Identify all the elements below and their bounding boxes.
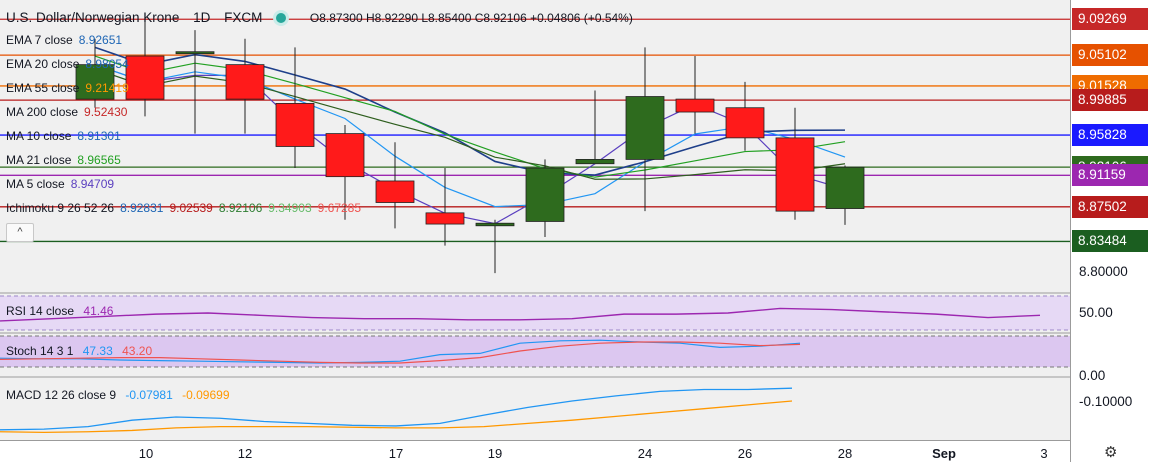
time-tick: 24 [637,446,653,461]
time-tick: 12 [237,446,253,461]
indicator-label: EMA 7 close [6,33,73,47]
time-axis[interactable]: 10 12 17 19 24 26 28 Sep 3 [0,440,1070,462]
price-tick: 8.80000 [1079,264,1128,279]
indicator-row[interactable]: MA 200 close 9.52430 [6,105,127,119]
price-tag: 9.05102 [1072,44,1148,67]
indicator-label: EMA 20 close [6,57,80,71]
stoch-d-line [0,341,801,364]
indicator-value: 8.92831 [120,201,164,215]
candle-body [325,133,365,178]
chart-plot-area[interactable]: U.S. Dollar/Norwegian Krone 1D FXCM O8.8… [0,0,1070,440]
indicator-row[interactable]: EMA 20 close 8.98054 [6,57,129,71]
stoch-axis-tick: 0.00 [1079,368,1106,383]
time-tick: 26 [737,446,753,461]
macd-label: MACD 12 26 close 9 [6,388,117,402]
candle-body [825,166,865,209]
ichimoku-lagging-line [94,68,846,180]
indicator-label: MA 21 close [6,153,72,167]
indicator-label: MA 200 close [6,105,79,119]
macd-signal-value: -0.09699 [182,388,230,402]
candle-body [625,96,665,160]
time-tick: 17 [388,446,404,461]
price-tag: 8.99885 [1072,89,1148,112]
stoch-label: Stoch 14 3 1 [6,344,74,358]
interval-label[interactable]: 1D [193,10,211,25]
symbol-title[interactable]: U.S. Dollar/Norwegian Krone [6,10,180,25]
indicator-value: 9.67285 [317,201,362,215]
ohlc-readout: O8.87300 H8.92290 L8.85400 C8.92106 +0.0… [309,11,633,25]
price-tag: 9.09269 [1072,8,1148,31]
macd-axis-tick: -0.10000 [1079,394,1133,409]
candle-body [425,212,465,225]
price-tag: 8.95828 [1072,124,1148,147]
stoch-band [0,336,1070,367]
indicator-value: 9.34903 [268,201,312,215]
rsi-value: 41.46 [83,304,114,318]
candle-body [725,107,765,139]
gear-icon[interactable]: ⚙ [1104,444,1118,461]
indicator-value: 8.92106 [218,201,263,215]
indicator-value: 9.52430 [84,105,128,119]
rsi-axis-tick: 50.00 [1079,305,1113,320]
time-tick: 28 [837,446,853,461]
indicator-row[interactable]: MA 5 close 8.94709 [6,177,114,191]
candle-body [475,222,515,227]
indicator-value: 9.02539 [169,201,213,215]
source-label: FXCM [224,10,263,25]
ma5-line [94,64,846,225]
chart-canvas[interactable] [0,0,1070,440]
macd-legend: MACD 12 26 close 9 -0.07981 -0.09699 [6,388,230,402]
candle-body [575,159,615,165]
price-axis[interactable]: 9.092699.051029.015288.998858.958288.921… [1070,0,1149,462]
indicator-value: 8.94709 [70,177,115,191]
candle-body [775,137,815,212]
stoch-k-line [0,339,801,364]
indicator-value: 8.96565 [77,153,121,167]
candle-body [525,167,565,222]
stoch-d-value: 43.20 [122,344,153,358]
indicator-label: EMA 55 close [6,81,80,95]
time-tick: 3 [1040,446,1048,461]
indicator-row[interactable]: Ichimoku 9 26 52 26 8.92831 9.02539 8.92106… [6,201,361,215]
price-tag: 8.91159 [1072,164,1148,187]
indicator-row[interactable]: EMA 7 close 8.92651 [6,33,122,47]
rsi-legend: RSI 14 close 41.46 [6,304,113,318]
rsi-label: RSI 14 close [6,304,75,318]
candle-body [225,64,265,100]
market-status-icon [276,13,287,23]
candle-body [375,180,415,203]
macd-signal-line [0,400,793,434]
indicator-label: MA 10 close [6,129,72,143]
macd-line [0,387,793,431]
indicator-row[interactable]: MA 10 close 8.91301 [6,129,121,143]
symbol-header: U.S. Dollar/Norwegian Krone 1D FXCM O8.8… [6,10,633,25]
ma10-line [94,64,846,208]
macd-value: -0.07981 [125,388,173,402]
time-tick: 10 [138,446,154,461]
candle-body [275,103,315,147]
candle-body [75,64,115,100]
candle-body [125,55,165,100]
indicator-row[interactable]: EMA 55 close 9.21419 [6,81,129,95]
time-tick: 19 [487,446,503,461]
rsi-line [0,307,1041,322]
candle-body [175,51,215,55]
indicator-value: 9.21419 [85,81,129,95]
ma21-line [94,55,846,178]
stoch-k-value: 47.33 [82,344,113,358]
indicator-label: Ichimoku 9 26 52 26 [6,201,115,215]
stoch-legend: Stoch 14 3 1 47.33 43.20 [6,344,152,358]
indicator-row[interactable]: MA 21 close 8.96565 [6,153,121,167]
indicator-value: 8.91301 [77,129,121,143]
indicator-label: MA 5 close [6,177,65,191]
collapse-legend-button[interactable]: ^ [6,223,34,242]
indicator-value: 8.98054 [85,57,129,71]
candle-body [675,98,715,113]
indicator-value: 8.92651 [78,33,123,47]
price-tag: 8.87502 [1072,195,1148,218]
time-tick: Sep [932,446,956,461]
price-tag: 8.83484 [1072,230,1148,253]
